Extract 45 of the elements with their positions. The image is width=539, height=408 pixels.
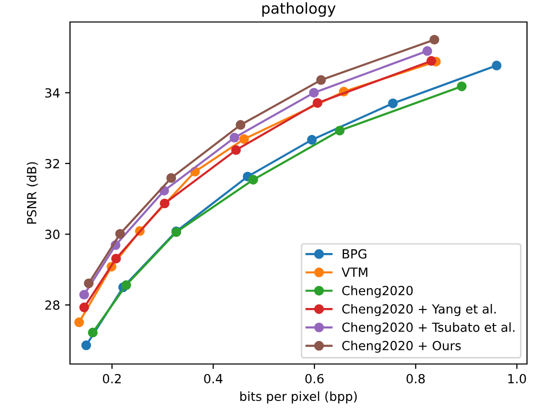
point xyxy=(166,173,176,183)
point xyxy=(312,98,322,108)
point xyxy=(236,120,246,130)
point xyxy=(456,82,467,92)
point xyxy=(388,98,398,108)
point xyxy=(79,290,90,300)
legend-label: VTM xyxy=(342,268,368,277)
point xyxy=(231,145,241,155)
x-tick-label: 1.0 xyxy=(508,374,526,384)
legend-label: Cheng2020 + Ours xyxy=(342,340,461,353)
chart-title: pathology xyxy=(262,2,336,17)
point xyxy=(334,126,345,136)
point xyxy=(115,228,125,239)
x-tick-label: 0.4 xyxy=(204,374,222,384)
point xyxy=(422,46,432,56)
legend-label: BPG xyxy=(342,249,366,259)
point xyxy=(121,280,132,290)
point xyxy=(307,134,317,145)
legend-label: Cheng2020 + Yang et al. xyxy=(342,304,496,316)
point xyxy=(426,56,436,66)
x-tick-label: 0.8 xyxy=(406,374,425,384)
point xyxy=(74,317,84,328)
x-tick-label: 0.2 xyxy=(102,374,121,384)
point xyxy=(160,198,170,208)
point xyxy=(81,340,92,350)
y-axis-title: PSNR (dB) xyxy=(26,162,38,224)
y-tick-label: 32 xyxy=(45,158,60,168)
point xyxy=(239,134,249,144)
point xyxy=(309,88,319,98)
point xyxy=(111,254,121,264)
legend-label: Cheng2020 xyxy=(342,286,413,298)
point xyxy=(492,60,502,70)
point xyxy=(316,75,326,85)
point xyxy=(430,34,440,45)
point xyxy=(79,302,90,312)
point xyxy=(88,328,98,338)
y-tick-label: 30 xyxy=(45,230,60,240)
x-tick-label: 0.6 xyxy=(305,374,324,384)
point xyxy=(84,278,94,288)
point xyxy=(230,132,240,143)
x-axis-title: bits per pixel (bpp) xyxy=(240,391,357,404)
legend-label: Cheng2020 + Tsubato et al. xyxy=(342,322,514,334)
y-tick-label: 34 xyxy=(45,88,60,98)
y-tick-label: 28 xyxy=(45,300,60,310)
point xyxy=(248,174,258,185)
